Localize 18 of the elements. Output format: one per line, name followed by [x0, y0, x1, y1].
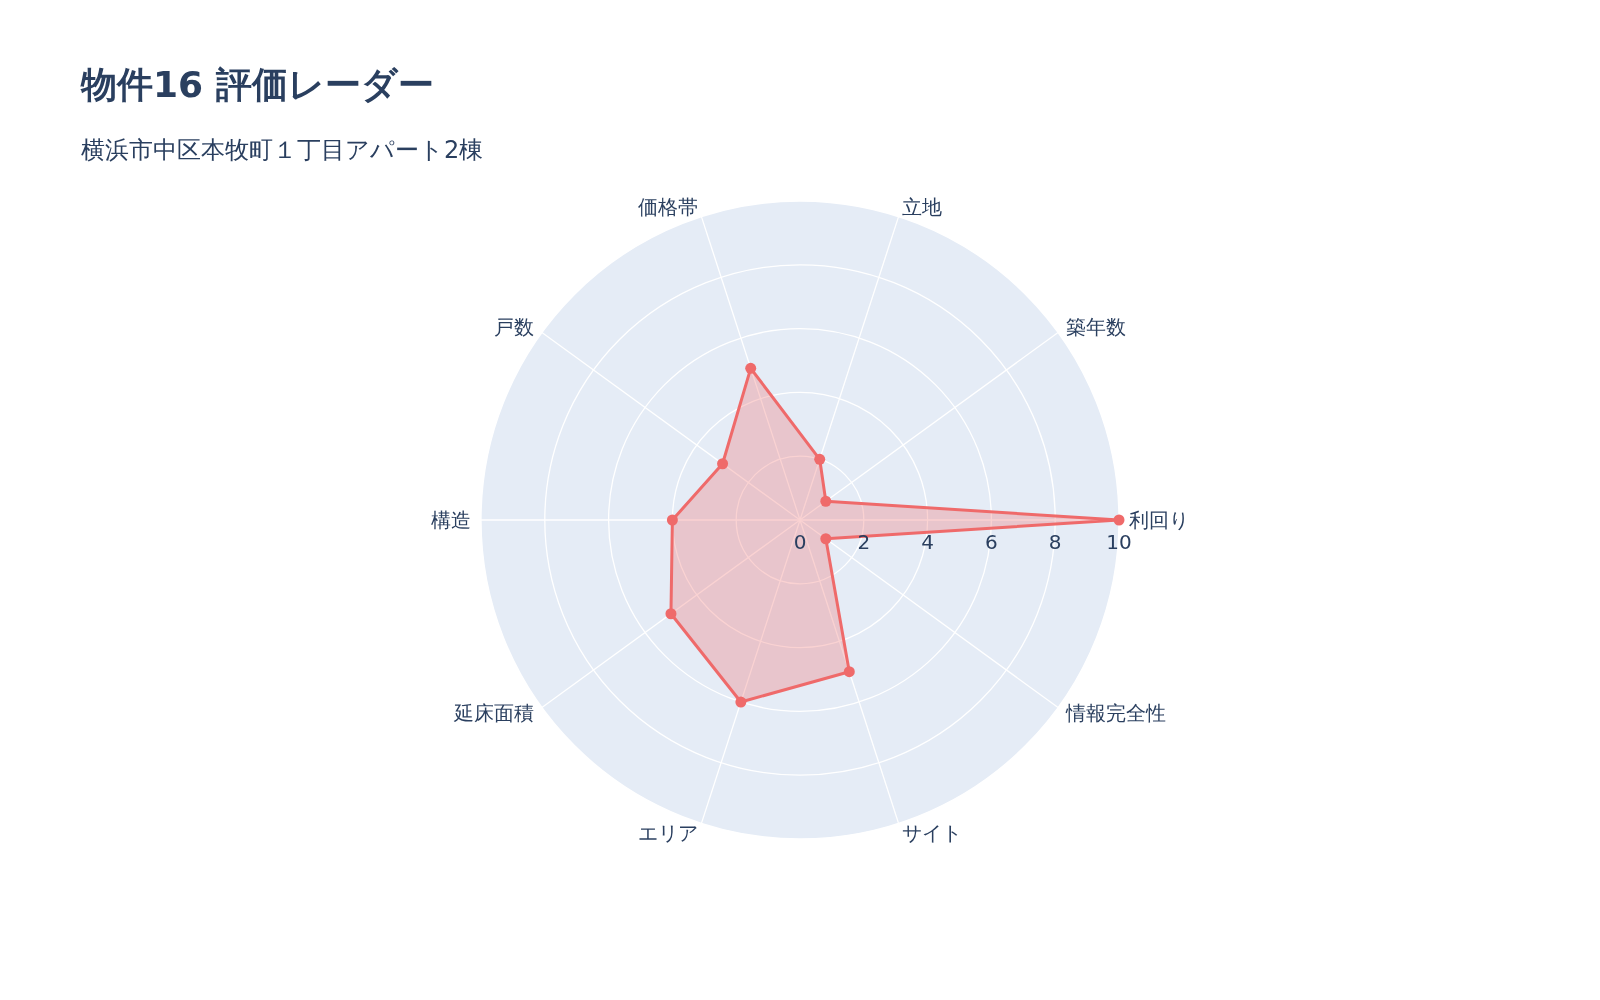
spoke-label: 築年数: [1066, 314, 1127, 339]
chart-subtitle: 横浜市中区本牧町１丁目アパート2棟: [81, 136, 484, 164]
spoke-label: 構造: [431, 508, 471, 532]
y-tick-label: 4: [921, 530, 934, 554]
y-tick-label: 2: [857, 530, 871, 554]
spoke-label: 利回り: [1129, 508, 1189, 532]
spoke-label: 情報完全性: [1065, 701, 1167, 726]
spoke-label: 延床面積: [452, 701, 534, 726]
spoke-label: エリア: [638, 820, 699, 845]
spoke-label: 価格帯: [638, 195, 699, 220]
spoke-label: 戸数: [493, 314, 534, 339]
y-tick-label: 10: [1106, 530, 1132, 554]
y-tick-label: 0: [793, 530, 807, 554]
y-tick-label: 8: [1048, 530, 1062, 554]
spoke-label: 立地: [901, 195, 942, 220]
y-tick-label: 6: [985, 530, 998, 554]
chart-title: 物件16 評価レーダー: [80, 64, 434, 105]
spoke-label: サイト: [901, 820, 962, 845]
